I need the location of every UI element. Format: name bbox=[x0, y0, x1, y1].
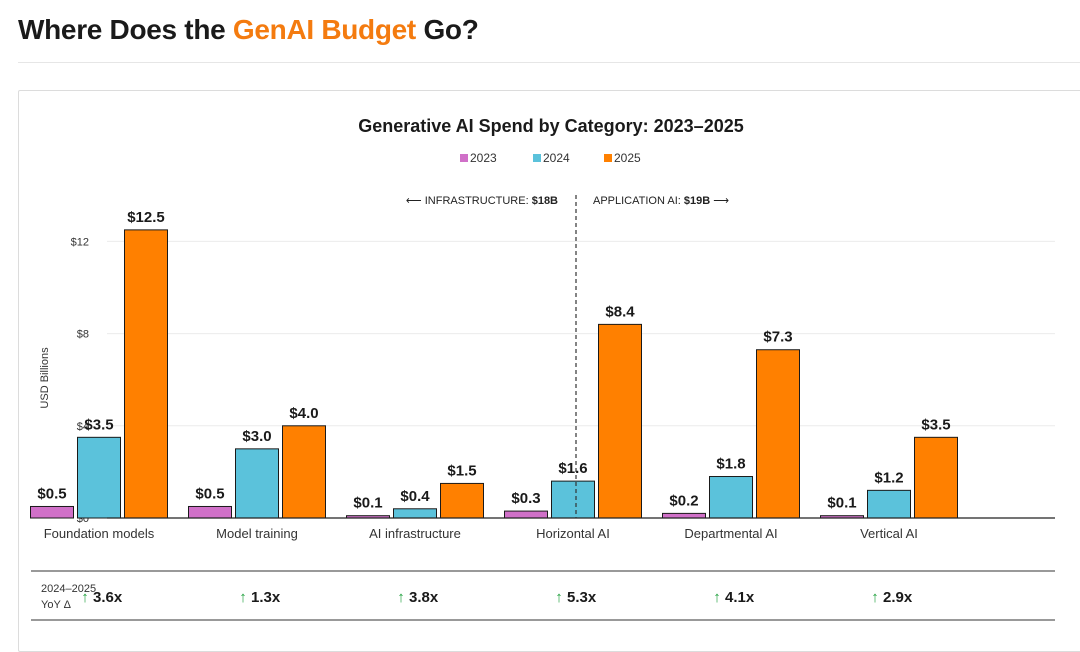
up-arrow-icon: ↑ bbox=[397, 589, 405, 606]
bar-2025 bbox=[598, 323, 642, 519]
application-annotation-label: APPLICATION AI: bbox=[593, 195, 684, 207]
bar-2025 bbox=[282, 425, 326, 519]
chart-card: Generative AI Spend by Category: 2023–20… bbox=[18, 90, 1080, 652]
data-label-2025: $1.5 bbox=[447, 462, 476, 479]
data-label-2023: $0.5 bbox=[195, 485, 224, 502]
y-axis: $0$4$8$12 bbox=[71, 236, 89, 525]
infrastructure-annotation: ⟵ INFRASTRUCTURE: $18B bbox=[406, 195, 558, 207]
data-label-2025: $7.3 bbox=[763, 329, 792, 346]
data-label-2024: $3.5 bbox=[84, 416, 113, 433]
x-axis: Foundation models Model training AI infras… bbox=[44, 517, 1055, 541]
bar-2024 bbox=[867, 489, 911, 519]
bar-2023 bbox=[504, 510, 548, 519]
bar-2025 bbox=[124, 229, 168, 519]
infrastructure-annotation-label: ⟵ INFRASTRUCTURE: bbox=[406, 195, 532, 207]
y-tick-label: $4 bbox=[77, 421, 89, 433]
legend-swatch-2023 bbox=[460, 154, 468, 162]
yoy-row: ↑ 3.6x ↑ 1.3x ↑ 3.8x ↑ 5.3x ↑ 4.1x ↑ 2.9x bbox=[81, 589, 913, 606]
title-accent: GenAI Budget bbox=[232, 14, 416, 45]
application-annotation-arrow: ⟶ bbox=[710, 195, 729, 207]
legend-label-2024: 2024 bbox=[543, 151, 570, 165]
bar-2025 bbox=[914, 436, 958, 519]
x-tick-label: Foundation models bbox=[44, 526, 155, 541]
yoy-value: 2.9x bbox=[883, 589, 913, 606]
bar-2025 bbox=[440, 482, 484, 519]
title-divider bbox=[18, 62, 1080, 63]
x-tick-label: Model training bbox=[216, 526, 298, 541]
application-annotation: APPLICATION AI: $19B ⟶ bbox=[593, 195, 729, 207]
bars: $0.5 $3.5 $12.5 $0.5 $3.0 $4.0 $0.1 $0.4 $1.5 $0.… bbox=[30, 209, 958, 519]
yoy-value: 3.6x bbox=[93, 589, 123, 606]
x-tick-label: Horizontal AI bbox=[536, 526, 610, 541]
x-tick-label: AI infrastructure bbox=[369, 526, 461, 541]
bar-2025 bbox=[756, 349, 800, 519]
y-tick-label: $12 bbox=[71, 236, 89, 248]
data-label-2023: $0.2 bbox=[669, 492, 698, 509]
data-label-2024: $1.2 bbox=[874, 469, 903, 486]
data-label-2023: $0.1 bbox=[353, 495, 382, 512]
infrastructure-annotation-value: $18B bbox=[532, 195, 558, 207]
yoy-label-line1: 2024–2025 bbox=[41, 583, 96, 595]
page-title: Where Does the GenAI Budget Go? bbox=[18, 14, 479, 46]
bar-2024 bbox=[235, 448, 279, 519]
y-axis-label: USD Billions bbox=[39, 347, 51, 409]
y-tick-label: $8 bbox=[77, 329, 89, 341]
x-tick-label: Vertical AI bbox=[860, 526, 918, 541]
data-label-2024: $3.0 bbox=[242, 428, 271, 445]
up-arrow-icon: ↑ bbox=[239, 589, 247, 606]
bar-2024 bbox=[77, 436, 121, 519]
data-label-2024: $1.6 bbox=[558, 460, 587, 477]
legend-swatch-2024 bbox=[533, 154, 541, 162]
yoy-value: 4.1x bbox=[725, 589, 755, 606]
grid-lines bbox=[107, 240, 1055, 427]
data-label-2025: $8.4 bbox=[605, 303, 635, 320]
data-label-2025: $4.0 bbox=[289, 405, 318, 422]
title-prefix: Where Does the bbox=[18, 14, 226, 45]
data-label-2024: $1.8 bbox=[716, 456, 745, 473]
yoy-value: 3.8x bbox=[409, 589, 439, 606]
application-annotation-value: $19B bbox=[684, 195, 710, 207]
chart-svg: Generative AI Spend by Category: 2023–20… bbox=[30, 116, 1055, 621]
bar-2023 bbox=[662, 512, 706, 519]
data-label-2025: $12.5 bbox=[127, 209, 165, 226]
data-label-2023: $0.5 bbox=[37, 485, 66, 502]
bar-2024 bbox=[709, 476, 753, 519]
yoy-value: 5.3x bbox=[567, 589, 597, 606]
yoy-value: 1.3x bbox=[251, 589, 281, 606]
up-arrow-icon: ↑ bbox=[81, 589, 89, 606]
bar-2024 bbox=[393, 508, 437, 519]
data-label-2024: $0.4 bbox=[400, 488, 430, 505]
data-label-2025: $3.5 bbox=[921, 416, 950, 433]
bar-2023 bbox=[188, 505, 232, 519]
x-tick-label: Departmental AI bbox=[684, 526, 777, 541]
data-label-2023: $0.1 bbox=[827, 495, 856, 512]
bar-2024 bbox=[551, 480, 595, 519]
legend-swatch-2025 bbox=[604, 154, 612, 162]
yoy-label-line2: YoY Δ bbox=[41, 599, 72, 611]
legend: 2023 2024 2025 bbox=[460, 151, 641, 165]
up-arrow-icon: ↑ bbox=[713, 589, 721, 606]
legend-label-2025: 2025 bbox=[614, 151, 641, 165]
data-label-2023: $0.3 bbox=[511, 490, 540, 507]
bar-2023 bbox=[30, 505, 74, 519]
up-arrow-icon: ↑ bbox=[871, 589, 879, 606]
title-suffix: Go? bbox=[423, 14, 479, 45]
chart-title: Generative AI Spend by Category: 2023–20… bbox=[358, 116, 744, 136]
legend-label-2023: 2023 bbox=[470, 151, 497, 165]
up-arrow-icon: ↑ bbox=[555, 589, 563, 606]
